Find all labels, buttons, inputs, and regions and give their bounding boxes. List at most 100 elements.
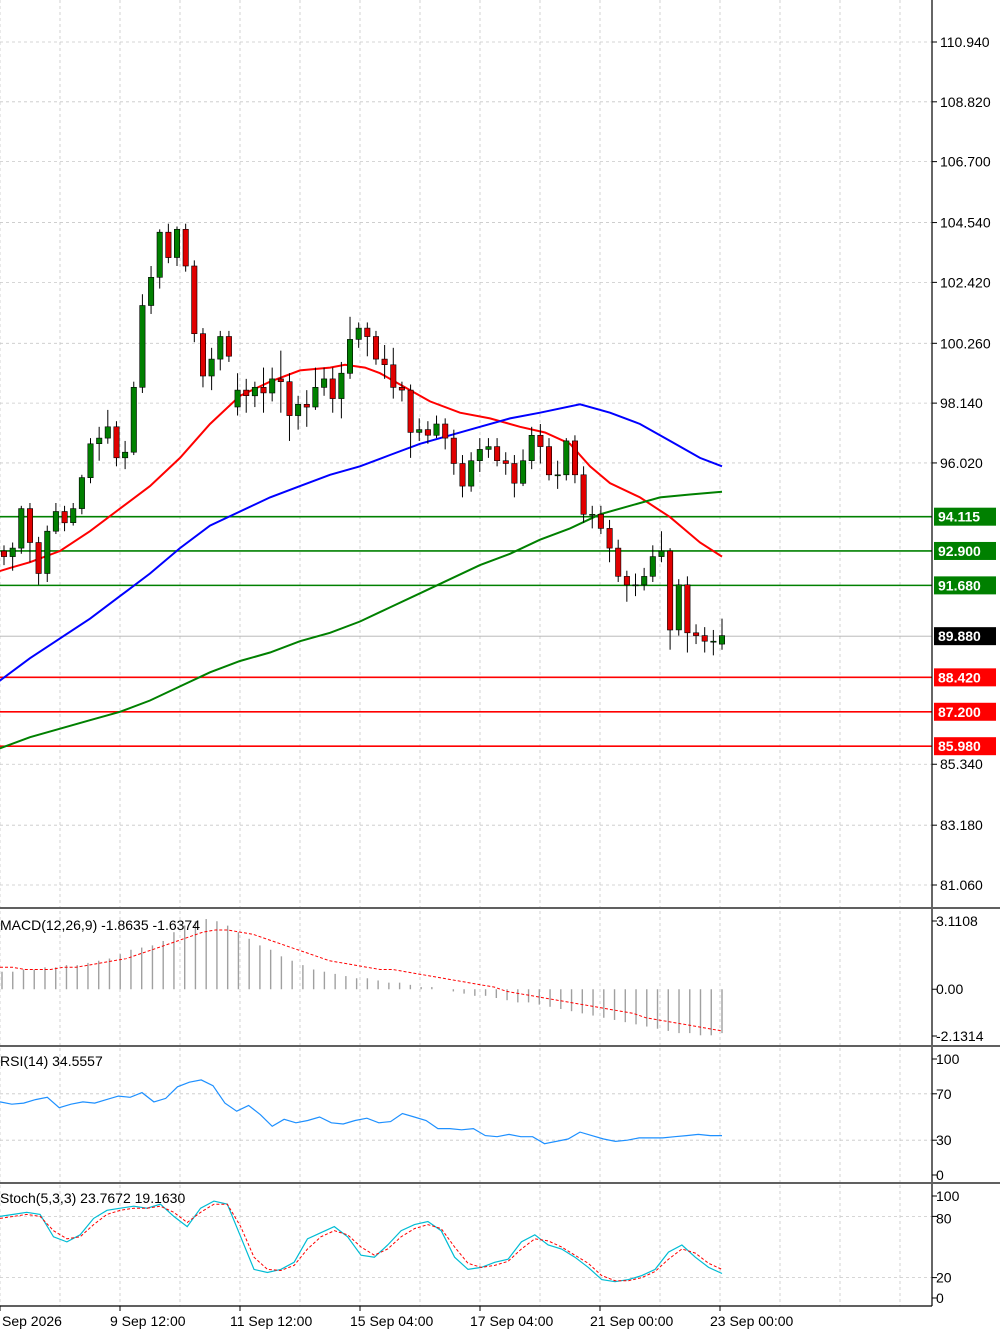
main-grid bbox=[0, 0, 932, 907]
candle-body bbox=[424, 429, 431, 436]
level-badge bbox=[934, 576, 996, 595]
candle-body bbox=[174, 229, 181, 258]
level-badge bbox=[934, 507, 996, 526]
price-tick-label: 100.260 bbox=[940, 335, 991, 351]
candle bbox=[494, 438, 501, 467]
candle bbox=[286, 373, 293, 441]
candle-body bbox=[243, 389, 250, 397]
candle-body bbox=[606, 528, 613, 549]
candle-body bbox=[718, 635, 725, 645]
candle-body bbox=[580, 474, 587, 515]
stoch-axis: 100 80 20 0 bbox=[932, 1188, 960, 1306]
candle-body bbox=[200, 333, 207, 377]
candle-body bbox=[459, 463, 466, 487]
macd-panel: MACD(12,26,9) -1.8635 -1.6374 3.1108 0.00… bbox=[0, 911, 984, 1045]
candle-body bbox=[355, 327, 362, 340]
candle bbox=[78, 474, 85, 515]
moving-average-line bbox=[0, 403, 723, 682]
main-price-panel[interactable] bbox=[0, 0, 932, 907]
candle bbox=[623, 570, 630, 602]
candle bbox=[442, 418, 449, 450]
level-badge bbox=[934, 702, 996, 721]
candle-body bbox=[554, 474, 561, 477]
candle bbox=[381, 345, 388, 379]
candle-body bbox=[632, 584, 639, 587]
macd-signal-line bbox=[0, 929, 723, 1032]
candle-body bbox=[520, 460, 527, 484]
candle bbox=[718, 618, 725, 650]
candle-body bbox=[563, 440, 570, 476]
candle-body bbox=[390, 364, 397, 388]
time-tick-label: 23 Sep 00:00 bbox=[710, 1313, 794, 1329]
candle-body bbox=[502, 460, 509, 464]
candle-body bbox=[251, 386, 258, 397]
candle-body bbox=[641, 576, 648, 586]
candle-body bbox=[338, 372, 345, 399]
candle-body bbox=[684, 584, 691, 634]
candle bbox=[217, 330, 224, 371]
candle bbox=[61, 505, 68, 532]
candle bbox=[122, 440, 129, 470]
moving-average-line bbox=[0, 363, 723, 573]
level-badge-label: 87.200 bbox=[938, 704, 981, 720]
candle bbox=[675, 579, 682, 636]
candle-body bbox=[122, 451, 129, 459]
candle-body bbox=[18, 508, 25, 549]
candle bbox=[667, 548, 674, 650]
candle bbox=[191, 260, 198, 343]
time-tick-label: 17 Sep 04:00 bbox=[470, 1313, 554, 1329]
candle-body bbox=[416, 429, 423, 433]
stoch-tick-label: 0 bbox=[936, 1290, 944, 1306]
candle bbox=[346, 316, 353, 379]
candle bbox=[641, 567, 648, 591]
price-tick-label: 96.020 bbox=[940, 455, 983, 471]
macd-tick-label: 0.00 bbox=[936, 981, 963, 997]
time-axis: Sep 2026 9 Sep 12:00 11 Sep 12:00 15 Sep 04… bbox=[0, 1306, 794, 1329]
candle bbox=[355, 322, 362, 348]
time-tick-label: 21 Sep 00:00 bbox=[590, 1313, 674, 1329]
candle-body bbox=[346, 339, 353, 374]
candle-body bbox=[277, 378, 284, 382]
candle bbox=[243, 378, 250, 413]
level-badge bbox=[934, 541, 996, 560]
candle bbox=[710, 629, 717, 656]
candle bbox=[277, 350, 284, 413]
rsi-axis: 100 70 30 0 bbox=[932, 1051, 960, 1183]
candle bbox=[597, 505, 604, 535]
rsi-line bbox=[0, 1079, 722, 1145]
candle-body bbox=[693, 632, 700, 636]
level-badge-label: 91.680 bbox=[938, 577, 981, 593]
candle bbox=[537, 424, 544, 464]
candle-body bbox=[710, 640, 717, 643]
price-tick-label: 98.140 bbox=[940, 395, 983, 411]
candle-body bbox=[649, 556, 656, 577]
candle bbox=[26, 502, 33, 563]
candle-body bbox=[52, 511, 59, 532]
macd-label: MACD(12,26,9) -1.8635 -1.6374 bbox=[0, 917, 200, 933]
candle bbox=[459, 455, 466, 498]
stoch-signal-line bbox=[0, 1203, 723, 1282]
candle bbox=[303, 390, 310, 427]
candle bbox=[520, 449, 527, 487]
candle-body bbox=[234, 389, 241, 408]
candle-body bbox=[225, 336, 232, 357]
stoch-main-line bbox=[0, 1200, 723, 1283]
candle bbox=[200, 328, 207, 388]
candle-body bbox=[130, 386, 137, 453]
candle-body bbox=[528, 434, 535, 461]
price-tick-label: 110.940 bbox=[940, 34, 990, 50]
macd-histogram bbox=[1, 919, 723, 1036]
candle-body bbox=[667, 550, 674, 631]
level-badge bbox=[934, 737, 996, 756]
candle-body bbox=[597, 513, 604, 529]
candle bbox=[424, 421, 431, 444]
rsi-grid bbox=[0, 1048, 932, 1182]
candle-body bbox=[381, 358, 388, 366]
rsi-panel: RSI(14) 34.5557 100 70 30 0 bbox=[0, 1048, 960, 1183]
candle bbox=[684, 576, 691, 653]
macd-axis: 3.1108 0.00 -2.1314 bbox=[932, 913, 984, 1044]
candle-body bbox=[476, 449, 483, 461]
